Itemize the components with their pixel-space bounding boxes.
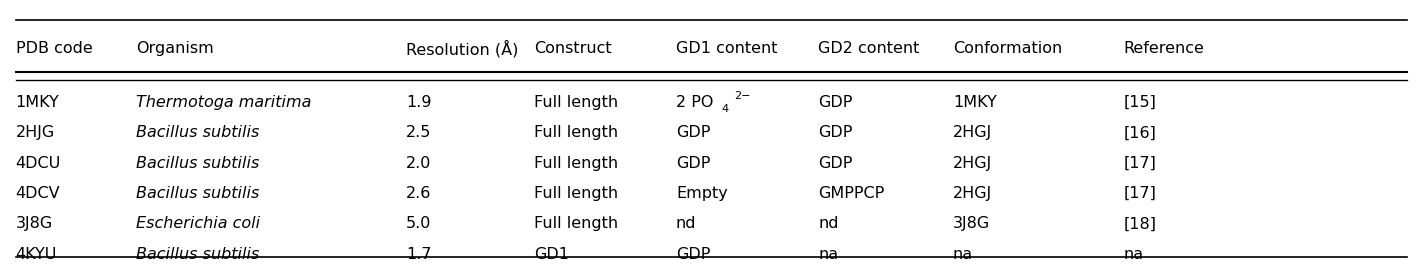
Text: GDP: GDP: [676, 247, 710, 261]
Text: 2HJG: 2HJG: [16, 126, 55, 140]
Text: GDP: GDP: [676, 126, 710, 140]
Text: na: na: [953, 247, 973, 261]
Text: Full length: Full length: [534, 156, 618, 171]
Text: 2HGJ: 2HGJ: [953, 126, 992, 140]
Text: Bacillus subtilis: Bacillus subtilis: [137, 247, 259, 261]
Text: 1MKY: 1MKY: [16, 95, 60, 110]
Text: GD2 content: GD2 content: [818, 41, 919, 56]
Text: GD1 content: GD1 content: [676, 41, 777, 56]
Text: Reference: Reference: [1123, 41, 1204, 56]
Text: 4: 4: [721, 104, 729, 114]
Text: nd: nd: [676, 216, 696, 231]
Text: GDP: GDP: [818, 95, 852, 110]
Text: 2.0: 2.0: [406, 156, 431, 171]
Text: Organism: Organism: [137, 41, 213, 56]
Text: GDP: GDP: [818, 156, 852, 171]
Text: [17]: [17]: [1123, 156, 1157, 171]
Text: 2 PO: 2 PO: [676, 95, 713, 110]
Text: [17]: [17]: [1123, 186, 1157, 201]
Text: [16]: [16]: [1123, 126, 1157, 140]
Text: na: na: [818, 247, 838, 261]
Text: 4KYU: 4KYU: [16, 247, 57, 261]
Text: 4DCV: 4DCV: [16, 186, 60, 201]
Text: Full length: Full length: [534, 186, 618, 201]
Text: Conformation: Conformation: [953, 41, 1062, 56]
Text: 2.6: 2.6: [406, 186, 431, 201]
Text: [18]: [18]: [1123, 216, 1157, 231]
Text: na: na: [1123, 247, 1144, 261]
Text: PDB code: PDB code: [16, 41, 92, 56]
Text: 4DCU: 4DCU: [16, 156, 61, 171]
Text: GDP: GDP: [818, 126, 852, 140]
Text: Full length: Full length: [534, 95, 618, 110]
Text: 1MKY: 1MKY: [953, 95, 996, 110]
Text: Resolution (Å): Resolution (Å): [406, 40, 518, 57]
Text: 2HGJ: 2HGJ: [953, 156, 992, 171]
Text: GMPPCP: GMPPCP: [818, 186, 884, 201]
Text: Thermotoga maritima: Thermotoga maritima: [137, 95, 312, 110]
Text: 3J8G: 3J8G: [953, 216, 990, 231]
Text: GDP: GDP: [676, 156, 710, 171]
Text: 2−: 2−: [734, 91, 751, 101]
Text: Full length: Full length: [534, 126, 618, 140]
Text: 3J8G: 3J8G: [16, 216, 53, 231]
Text: Bacillus subtilis: Bacillus subtilis: [137, 156, 259, 171]
Text: GD1: GD1: [534, 247, 569, 261]
Text: 2HGJ: 2HGJ: [953, 186, 992, 201]
Text: Escherichia coli: Escherichia coli: [137, 216, 260, 231]
Text: 1.7: 1.7: [406, 247, 431, 261]
Text: Full length: Full length: [534, 216, 618, 231]
Text: Construct: Construct: [534, 41, 612, 56]
Text: 1.9: 1.9: [406, 95, 431, 110]
Text: 2.5: 2.5: [406, 126, 431, 140]
Text: Bacillus subtilis: Bacillus subtilis: [137, 126, 259, 140]
Text: 5.0: 5.0: [406, 216, 431, 231]
Text: nd: nd: [818, 216, 838, 231]
Text: Bacillus subtilis: Bacillus subtilis: [137, 186, 259, 201]
Text: [15]: [15]: [1123, 95, 1157, 110]
Text: Empty: Empty: [676, 186, 727, 201]
